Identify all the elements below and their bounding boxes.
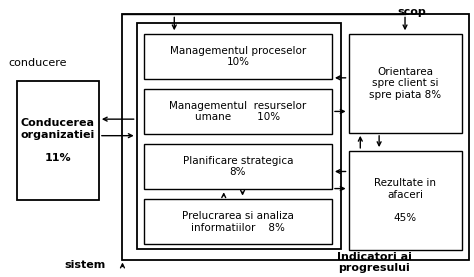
FancyBboxPatch shape bbox=[144, 144, 332, 189]
FancyBboxPatch shape bbox=[17, 81, 99, 201]
Text: Prelucrarea si analiza
informatiilor    8%: Prelucrarea si analiza informatiilor 8% bbox=[182, 211, 294, 233]
FancyBboxPatch shape bbox=[122, 14, 469, 260]
FancyBboxPatch shape bbox=[137, 23, 341, 249]
Text: Planificare strategica
8%: Planificare strategica 8% bbox=[182, 156, 293, 178]
Text: sistem: sistem bbox=[64, 260, 105, 270]
Text: Managementul  resurselor
umane        10%: Managementul resurselor umane 10% bbox=[169, 101, 307, 122]
FancyBboxPatch shape bbox=[348, 151, 462, 250]
FancyBboxPatch shape bbox=[144, 199, 332, 245]
FancyBboxPatch shape bbox=[144, 34, 332, 79]
Text: scop: scop bbox=[398, 7, 427, 17]
FancyBboxPatch shape bbox=[348, 34, 462, 133]
Text: conducere: conducere bbox=[9, 58, 67, 68]
FancyBboxPatch shape bbox=[144, 89, 332, 134]
Text: Orientarea
spre client si
spre piata 8%: Orientarea spre client si spre piata 8% bbox=[369, 67, 441, 100]
Text: Indicatori ai
progresului: Indicatori ai progresului bbox=[337, 252, 412, 273]
Text: Conducerea
organizatiei

11%: Conducerea organizatiei 11% bbox=[20, 118, 95, 163]
Text: Managementul proceselor
10%: Managementul proceselor 10% bbox=[170, 46, 306, 67]
Text: Rezultate in
afaceri

45%: Rezultate in afaceri 45% bbox=[374, 178, 436, 223]
